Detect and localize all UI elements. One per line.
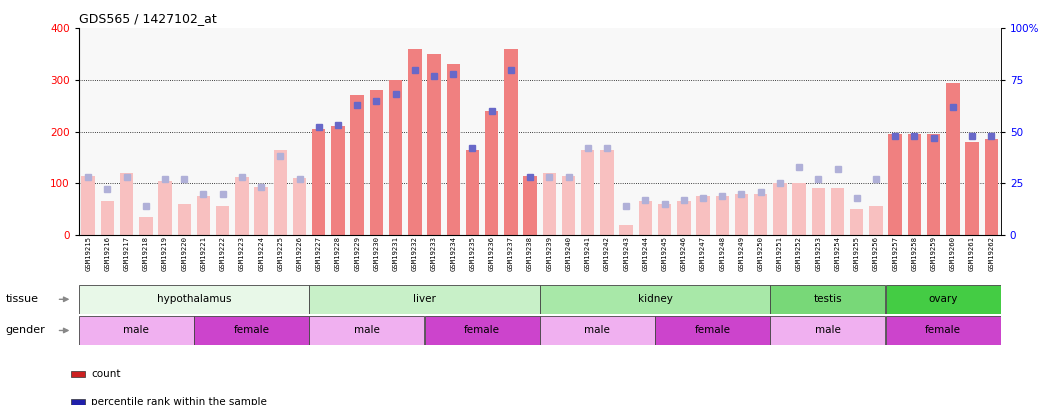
- Bar: [831, 188, 845, 235]
- Bar: [465, 150, 479, 235]
- Bar: [716, 196, 729, 235]
- Bar: [370, 90, 384, 235]
- Bar: [79, 316, 194, 345]
- Bar: [889, 134, 902, 235]
- Bar: [331, 126, 345, 235]
- Bar: [350, 96, 364, 235]
- Text: GDS565 / 1427102_at: GDS565 / 1427102_at: [79, 12, 216, 25]
- Bar: [543, 173, 556, 235]
- Text: liver: liver: [413, 294, 436, 304]
- Bar: [792, 183, 806, 235]
- Bar: [119, 173, 133, 235]
- Bar: [71, 399, 86, 405]
- Bar: [735, 194, 748, 235]
- Bar: [312, 129, 326, 235]
- Bar: [71, 371, 86, 377]
- Text: testis: testis: [813, 294, 843, 304]
- Text: female: female: [464, 326, 500, 335]
- Text: count: count: [91, 369, 121, 379]
- Text: female: female: [925, 326, 961, 335]
- Bar: [658, 204, 672, 235]
- Text: male: male: [354, 326, 379, 335]
- Bar: [424, 316, 540, 345]
- Bar: [869, 207, 882, 235]
- Bar: [562, 175, 575, 235]
- Bar: [770, 316, 886, 345]
- Bar: [638, 201, 652, 235]
- Bar: [619, 224, 633, 235]
- Bar: [177, 204, 191, 235]
- Bar: [946, 83, 960, 235]
- Bar: [523, 175, 537, 235]
- Bar: [428, 54, 441, 235]
- Bar: [655, 316, 770, 345]
- Bar: [886, 316, 1001, 345]
- Bar: [446, 64, 460, 235]
- Bar: [581, 150, 594, 235]
- Bar: [601, 150, 614, 235]
- Text: tissue: tissue: [5, 294, 38, 304]
- Text: gender: gender: [5, 326, 45, 335]
- Bar: [811, 188, 825, 235]
- Bar: [696, 196, 709, 235]
- Bar: [677, 201, 691, 235]
- Bar: [274, 150, 287, 235]
- Bar: [158, 181, 172, 235]
- Bar: [235, 177, 248, 235]
- Bar: [389, 80, 402, 235]
- Bar: [754, 194, 767, 235]
- Bar: [540, 316, 655, 345]
- Text: female: female: [234, 326, 269, 335]
- Text: kidney: kidney: [637, 294, 673, 304]
- Bar: [886, 285, 1001, 314]
- Bar: [79, 285, 309, 314]
- Bar: [82, 175, 95, 235]
- Bar: [216, 207, 230, 235]
- Bar: [908, 134, 921, 235]
- Bar: [965, 142, 979, 235]
- Bar: [197, 196, 211, 235]
- Bar: [194, 316, 309, 345]
- Bar: [485, 111, 499, 235]
- Bar: [984, 139, 998, 235]
- Bar: [504, 49, 518, 235]
- Bar: [408, 49, 421, 235]
- Bar: [773, 183, 787, 235]
- Text: male: male: [815, 326, 840, 335]
- Text: female: female: [695, 326, 730, 335]
- Text: percentile rank within the sample: percentile rank within the sample: [91, 397, 267, 405]
- Text: ovary: ovary: [929, 294, 958, 304]
- Bar: [770, 285, 886, 314]
- Bar: [255, 187, 268, 235]
- Bar: [309, 316, 424, 345]
- Bar: [139, 217, 153, 235]
- Text: hypothalamus: hypothalamus: [156, 294, 232, 304]
- Bar: [292, 178, 306, 235]
- Text: male: male: [124, 326, 149, 335]
- Bar: [926, 134, 940, 235]
- Bar: [850, 209, 864, 235]
- Bar: [540, 285, 770, 314]
- Text: male: male: [585, 326, 610, 335]
- Bar: [101, 201, 114, 235]
- Bar: [309, 285, 540, 314]
